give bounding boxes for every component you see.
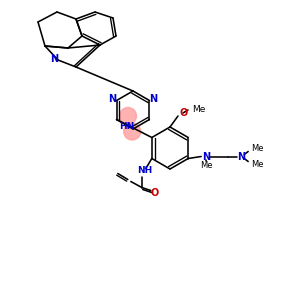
Text: Me: Me bbox=[192, 104, 206, 113]
Text: Me: Me bbox=[200, 161, 212, 170]
Text: N: N bbox=[109, 94, 117, 104]
Text: HN: HN bbox=[120, 122, 135, 131]
Text: Me: Me bbox=[251, 144, 264, 153]
Circle shape bbox=[124, 123, 141, 140]
Text: NH: NH bbox=[137, 166, 152, 175]
Text: N: N bbox=[50, 54, 58, 64]
Text: N: N bbox=[237, 152, 245, 161]
Text: O: O bbox=[180, 108, 188, 118]
Circle shape bbox=[119, 107, 136, 124]
Text: Me: Me bbox=[251, 160, 264, 169]
Text: O: O bbox=[151, 188, 159, 197]
Text: N: N bbox=[202, 152, 210, 161]
Text: N: N bbox=[149, 94, 158, 104]
